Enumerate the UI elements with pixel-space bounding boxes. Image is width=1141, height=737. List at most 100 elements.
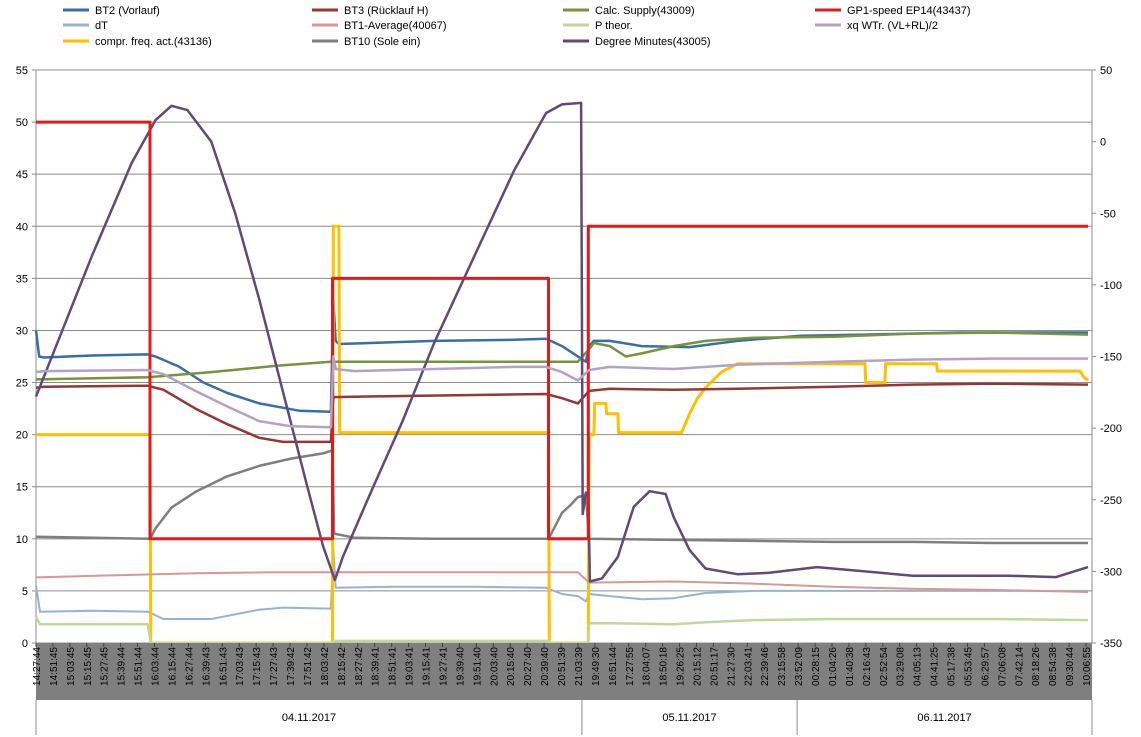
x-tick-label: 17:15:43 (252, 647, 263, 686)
series-line-degree-minutes-43005 (34, 101, 1089, 583)
x-tick-label: 18:27:42 (354, 647, 365, 686)
x-tick-label: 15:15:45 (83, 647, 94, 686)
x-tick-label: 23:15:58 (777, 647, 788, 686)
legend-entry-label: compr. freq. act.(43136) (95, 36, 212, 48)
x-tick-label: 04:05:13 (913, 647, 924, 686)
x-tick-label: 20:51:17 (709, 647, 720, 686)
x-tick-label: 19:15:41 (422, 647, 433, 686)
x-tick-label: 18:15:42 (337, 647, 348, 686)
x-tick-label: 21:03:39 (574, 647, 585, 686)
right-tick-label: -300 (1100, 566, 1122, 578)
x-axis: 14:27:44 14:51:45 15:03:45 15:15:45 15:27:45… (32, 643, 1093, 700)
x-tick-label: 06:29:57 (980, 647, 991, 686)
left-tick-label: 45 (16, 169, 28, 181)
x-tick-label: 09:30:44 (1065, 647, 1076, 686)
x-tick-label: 19:39:40 (455, 647, 466, 686)
x-tick-label: 18:03:42 (320, 647, 331, 686)
series-line-bt1-average-40067 (35, 571, 1089, 593)
x-tick-label: 00:28:15 (811, 647, 822, 686)
legend-entry-label: BT1-Average(40067) (344, 20, 447, 32)
x-tick-label: 17:27:55 (625, 647, 636, 686)
x-tick-label: 08:54:38 (1048, 647, 1059, 686)
x-tick-label: 22:39:46 (760, 647, 771, 686)
date-group-label: 04.11.2017 (282, 712, 336, 724)
legend-entry-label: BT10 (Sole ein) (344, 36, 420, 48)
x-tick-label: 20:51:39 (557, 647, 568, 686)
series-line-compr-freq-act-43136 (36, 224, 1089, 645)
x-tick-label: 02:16:43 (862, 647, 873, 686)
left-tick-label: 5 (22, 586, 28, 598)
x-tick-label: 03:29:08 (896, 647, 907, 686)
x-tick-label: 07:06:08 (997, 647, 1008, 686)
x-tick-label: 15:51:44 (134, 647, 145, 686)
x-tick-label: 14:51:45 (49, 647, 60, 686)
x-tick-label: 05:53:45 (963, 647, 974, 686)
right-tick-label: -200 (1100, 423, 1122, 435)
x-tick-label: 10:06:55 (1082, 647, 1093, 686)
x-tick-label: 20:39:40 (540, 647, 551, 686)
right-axis-ticks: -350 -300 -250 -200 -150 -100 -50 0 50 (1092, 65, 1122, 650)
x-tick-label: 04:41:25 (930, 647, 941, 686)
x-tick-label: 15:27:45 (100, 647, 111, 686)
legend-entry-label: GP1-speed EP14(43437) (847, 5, 971, 17)
x-tick-label: 21:27:30 (726, 647, 737, 686)
x-tick-label: 01:04:26 (828, 647, 839, 686)
x-tick-label: 16:27:44 (184, 647, 195, 686)
x-tick-label: 19:03:41 (405, 647, 416, 686)
x-tick-label: 15:39:44 (117, 647, 128, 686)
x-axis-label-band (36, 643, 1092, 700)
left-tick-label: 25 (16, 378, 28, 390)
right-tick-label: -350 (1100, 638, 1122, 650)
x-tick-label: 19:51:40 (472, 647, 483, 686)
right-tick-label: 0 (1100, 137, 1106, 149)
x-tick-label: 18:39:41 (371, 647, 382, 686)
left-tick-label: 30 (16, 325, 28, 337)
x-tick-label: 02:52:54 (879, 647, 890, 686)
x-tick-label: 20:27:40 (523, 647, 534, 686)
x-tick-label: 08:18:26 (1031, 647, 1042, 686)
x-tick-label: 17:39:42 (286, 647, 297, 686)
x-tick-label: 17:27:43 (269, 647, 280, 686)
legend-entry-label: xq WTr. (VL+RL)/2 (847, 20, 938, 32)
right-tick-label: -100 (1100, 280, 1122, 292)
series-line-bt3-r-cklauf-h (35, 382, 1089, 444)
series-line-gp1-speed-ep14-43437 (36, 120, 1088, 541)
right-tick-label: -250 (1100, 495, 1122, 507)
left-tick-label: 10 (16, 534, 28, 546)
right-tick-label: -50 (1100, 208, 1116, 220)
legend-entry-label: BT3 (Rücklauf H) (344, 5, 428, 17)
x-tick-label: 16:39:43 (201, 647, 212, 686)
series-line-bt2-vorlauf (34, 297, 1088, 413)
x-tick-label: 18:50:18 (659, 647, 670, 686)
x-tick-label: 15:03:45 (66, 647, 77, 686)
legend: BT2 (Vorlauf) BT3 (Rücklauf H) Calc. Suppl… (63, 5, 971, 48)
legend-entry-label: dT (95, 20, 108, 32)
date-group-label: 06.11.2017 (917, 712, 971, 724)
left-tick-label: 20 (16, 430, 28, 442)
legend-entry-label: BT2 (Vorlauf) (95, 5, 160, 17)
x-tick-label: 19:26:25 (676, 647, 687, 686)
x-tick-label: 18:51:41 (388, 647, 399, 686)
x-tick-label: 16:51:44 (608, 647, 619, 686)
x-tick-label: 20:15:12 (692, 647, 703, 686)
x-tick-label: 23:52:09 (794, 647, 805, 686)
x-tick-label: 20:03:40 (489, 647, 500, 686)
left-tick-label: 40 (16, 221, 28, 233)
right-tick-label: 50 (1100, 65, 1112, 77)
legend-entry-label: Degree Minutes(43005) (595, 36, 711, 48)
x-tick-label: 17:51:42 (303, 647, 314, 686)
date-group-label: 05.11.2017 (662, 712, 716, 724)
date-axis: 04.11.2017 05.11.2017 06.11.2017 (35, 700, 1093, 735)
x-tick-label: 19:27:41 (438, 647, 449, 686)
x-tick-label: 17:03:43 (235, 647, 246, 686)
series-line-dt (35, 548, 1088, 620)
right-tick-label: -150 (1100, 352, 1122, 364)
series-line-calc-supply-43009 (35, 331, 1089, 381)
x-tick-label: 22:03:41 (743, 647, 754, 686)
x-tick-label: 16:51:43 (218, 647, 229, 686)
left-tick-label: 50 (16, 117, 28, 129)
legend-entry-label: Calc. Supply(43009) (595, 5, 695, 17)
x-tick-label: 16:03:44 (151, 647, 162, 686)
